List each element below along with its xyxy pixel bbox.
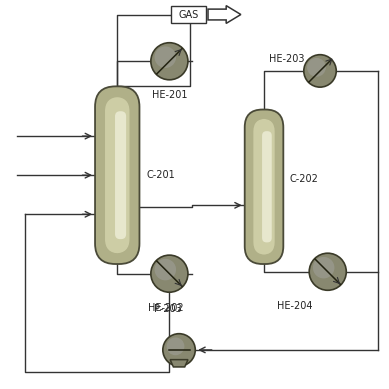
Text: C-202: C-202 [289,174,318,184]
Circle shape [154,259,176,280]
Circle shape [313,257,335,279]
FancyBboxPatch shape [95,86,140,264]
Circle shape [151,43,188,80]
Circle shape [166,337,184,355]
Text: C-201: C-201 [146,170,175,180]
Text: HE-204: HE-204 [277,301,313,311]
FancyArrow shape [208,5,241,23]
FancyBboxPatch shape [262,131,272,242]
Circle shape [304,55,336,87]
Circle shape [163,334,195,366]
FancyBboxPatch shape [115,111,126,239]
FancyBboxPatch shape [253,119,275,255]
Text: HE-202: HE-202 [148,303,183,313]
Text: HE-203: HE-203 [270,54,305,63]
Circle shape [309,253,346,290]
Circle shape [154,46,176,68]
Text: P-203: P-203 [154,303,181,314]
FancyBboxPatch shape [245,110,283,264]
Polygon shape [170,360,188,367]
Circle shape [151,255,188,292]
FancyBboxPatch shape [105,97,130,253]
Text: GAS: GAS [179,9,199,19]
Circle shape [307,58,326,77]
Text: HE-201: HE-201 [152,90,187,100]
FancyBboxPatch shape [171,6,206,23]
